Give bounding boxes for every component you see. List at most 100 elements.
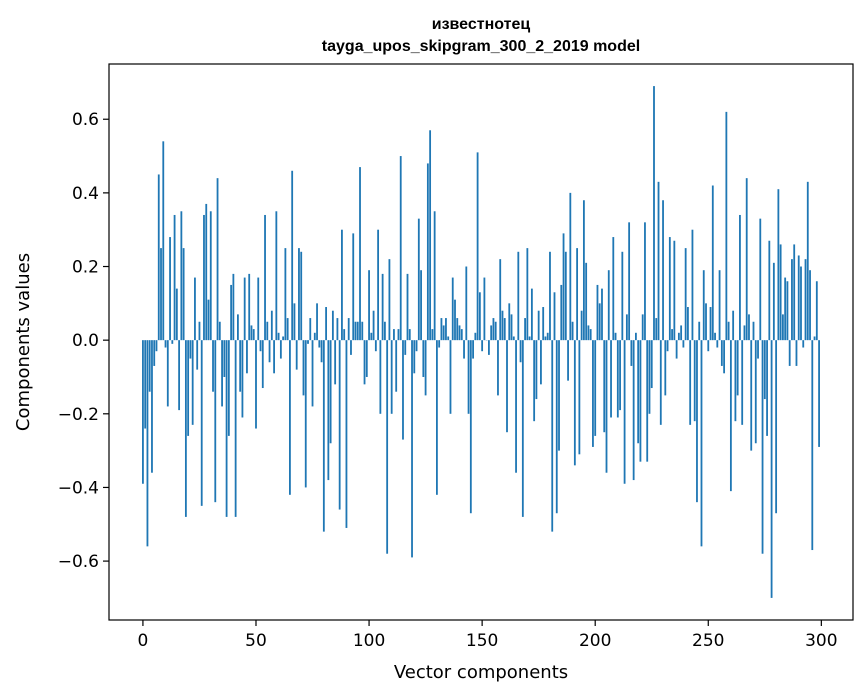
bar <box>334 340 337 385</box>
bar <box>329 340 332 444</box>
bar <box>469 340 472 514</box>
bar <box>551 340 554 532</box>
bar <box>705 303 707 341</box>
bar <box>483 277 486 341</box>
bar <box>603 340 606 433</box>
bar <box>399 156 402 341</box>
bar <box>723 340 726 374</box>
bar <box>352 233 355 341</box>
bar <box>804 259 807 341</box>
bar <box>259 340 262 352</box>
bar <box>478 292 481 341</box>
bar <box>544 336 547 341</box>
bar <box>696 340 698 503</box>
bar <box>793 244 796 341</box>
bar <box>266 321 269 341</box>
bar <box>530 288 533 341</box>
bar <box>230 284 233 341</box>
bar <box>196 340 199 370</box>
bar <box>248 273 251 341</box>
bar <box>169 237 171 341</box>
bar <box>166 340 169 407</box>
bar <box>535 340 538 400</box>
bar <box>671 329 673 341</box>
bar <box>379 340 382 414</box>
bar <box>549 251 551 341</box>
bar <box>370 332 373 341</box>
bar <box>727 321 730 341</box>
bar <box>528 336 531 341</box>
bar <box>515 340 517 473</box>
bar <box>311 340 314 407</box>
bar <box>291 170 294 341</box>
bar <box>770 340 773 598</box>
bar <box>508 303 511 341</box>
bar <box>246 340 248 374</box>
bar <box>560 284 563 341</box>
bar <box>553 292 556 341</box>
bar <box>350 340 352 355</box>
bar <box>677 332 680 341</box>
bar <box>648 340 651 414</box>
bar <box>225 340 228 517</box>
bar <box>252 329 255 341</box>
bar <box>194 277 196 341</box>
bar <box>460 329 463 341</box>
bar <box>218 321 221 341</box>
bar <box>212 340 214 392</box>
bar <box>155 340 158 352</box>
bar <box>268 340 271 363</box>
bar <box>555 340 558 514</box>
bar <box>533 340 536 422</box>
bar <box>680 325 683 341</box>
bar <box>146 340 149 547</box>
bar <box>492 318 495 341</box>
chart-title: известнотец <box>432 16 531 33</box>
bar <box>718 270 721 341</box>
bar <box>157 174 160 341</box>
bar <box>720 340 723 366</box>
bar <box>610 340 612 418</box>
bar <box>465 266 468 341</box>
bar <box>284 248 287 341</box>
bar <box>383 321 386 341</box>
bar <box>182 248 185 341</box>
bar <box>494 321 497 341</box>
bar <box>404 340 407 355</box>
bar <box>582 200 585 341</box>
bar <box>153 340 156 366</box>
bar <box>458 325 461 341</box>
bar <box>209 211 212 341</box>
bar <box>232 273 235 341</box>
bars-group <box>142 86 820 598</box>
bar <box>809 270 811 341</box>
bar <box>144 340 147 429</box>
bar <box>406 273 409 341</box>
bar <box>422 340 425 377</box>
bar <box>490 325 493 341</box>
bar <box>318 340 321 348</box>
bar <box>682 340 685 348</box>
bar <box>763 340 766 400</box>
bar <box>691 229 694 341</box>
bar <box>234 340 237 517</box>
bar <box>243 277 246 341</box>
bar <box>345 340 348 528</box>
bar <box>255 340 257 429</box>
bar <box>772 262 775 341</box>
bar <box>417 218 420 341</box>
bar <box>347 318 350 341</box>
bar <box>415 340 418 352</box>
bar <box>729 340 732 492</box>
bar <box>711 185 714 341</box>
bar <box>178 340 181 411</box>
bar <box>605 340 608 473</box>
bar <box>635 332 637 341</box>
bar <box>273 340 275 374</box>
bar <box>813 336 816 341</box>
bar <box>374 340 377 352</box>
bar <box>587 325 590 341</box>
bar <box>741 340 744 425</box>
bar <box>365 340 368 377</box>
